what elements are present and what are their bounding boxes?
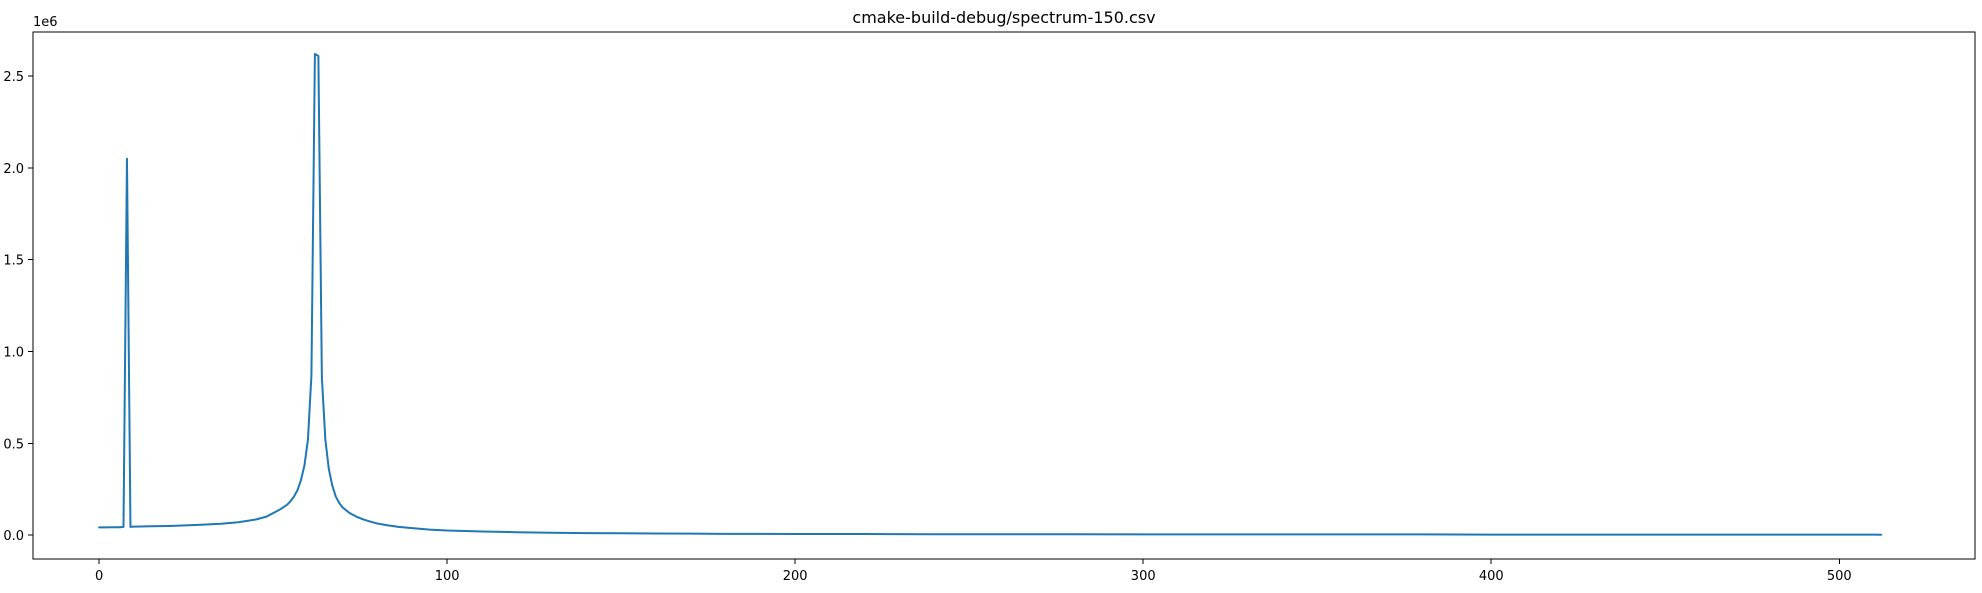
x-tick-label: 400	[1479, 569, 1504, 584]
y-tick-label: 1.0	[3, 346, 24, 361]
x-axis: 0 100 200 300 400 500	[95, 559, 1852, 584]
x-tick-label: 100	[435, 569, 460, 584]
x-tick-label: 0	[95, 569, 103, 584]
x-tick-label: 500	[1827, 569, 1852, 584]
y-tick-label: 2.5	[3, 70, 24, 85]
y-tick-label: 0.0	[3, 529, 24, 544]
y-axis: 0.0 0.5 1.0 1.5 2.0 2.5	[3, 70, 33, 544]
series-layer	[98, 53, 1883, 536]
y-tick-label: 0.5	[3, 437, 24, 452]
x-tick-label: 300	[1131, 569, 1156, 584]
y-tick-label: 2.0	[3, 162, 24, 177]
y-tick-label: 1.5	[3, 254, 24, 269]
x-tick-label: 200	[783, 569, 808, 584]
y-axis-offset-label: 1e6	[33, 15, 58, 30]
chart-title: cmake-build-debug/spectrum-150.csv	[852, 8, 1155, 27]
series-line-0	[98, 53, 1883, 536]
axes-frame	[32, 31, 1976, 560]
